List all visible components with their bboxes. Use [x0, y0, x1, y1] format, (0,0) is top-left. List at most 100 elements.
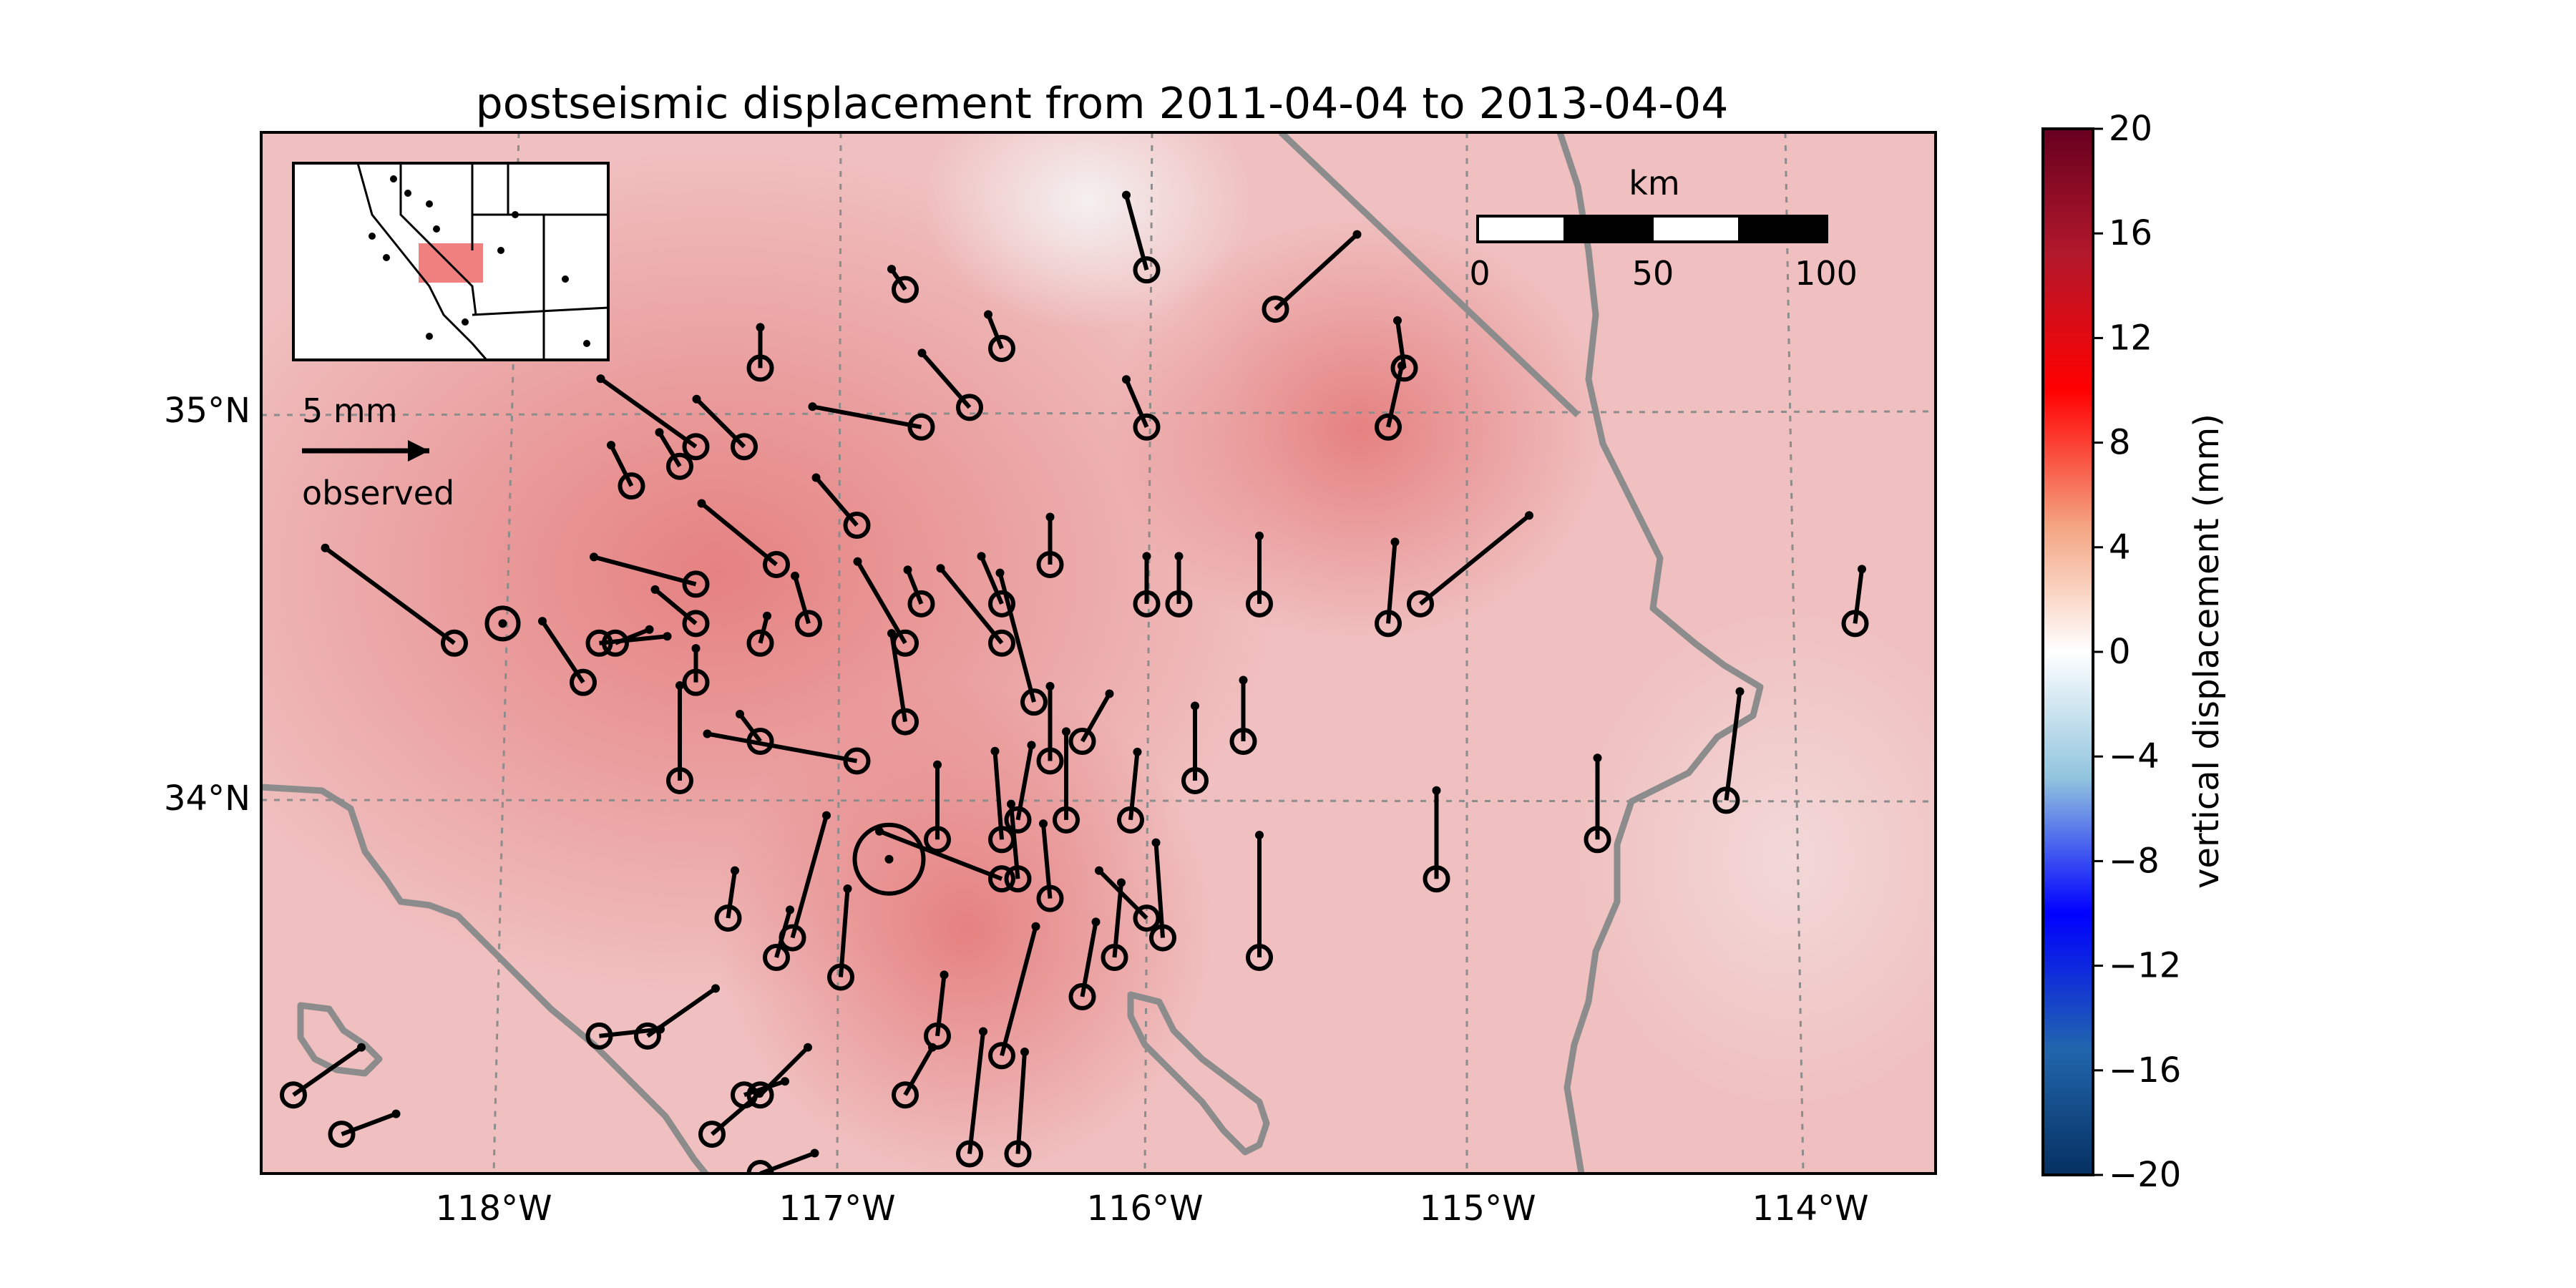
- uncertainty-ellipse: [1133, 413, 1161, 441]
- legend-value-label: 5 mm: [302, 391, 398, 430]
- station-vector-34: [995, 568, 1048, 716]
- station-vector-54: [1036, 819, 1064, 912]
- vector-tail-dot: [810, 1148, 819, 1158]
- uncertainty-ellipse: [956, 394, 983, 421]
- vector-tail-dot: [884, 854, 894, 864]
- station-vector-63: [714, 866, 742, 932]
- colorbar-label: vertical displacement (mm): [2187, 414, 2227, 889]
- vector-tail-dot: [1255, 831, 1264, 840]
- uncertainty-ellipse: [988, 629, 1015, 657]
- uncertainty-ellipse: [1117, 806, 1144, 834]
- vector-tail-dot: [590, 552, 598, 562]
- station-vector-13: [746, 611, 774, 657]
- vector-tail-dot: [1239, 675, 1248, 685]
- lon-tick: 114°W: [1752, 1189, 1868, 1229]
- vector-tail-dot: [1393, 316, 1402, 325]
- station-vector-7: [596, 374, 710, 461]
- vector-tail-dot: [1045, 681, 1055, 691]
- vector-shaft: [593, 555, 697, 587]
- map-title: postseismic displacement from 2011-04-04…: [476, 79, 1729, 129]
- station-vector-6: [655, 428, 693, 480]
- vector-tail-dot: [1735, 687, 1745, 696]
- station-vector-55: [1095, 866, 1161, 932]
- lon-tick: 118°W: [435, 1189, 552, 1229]
- vector-shaft: [758, 615, 769, 644]
- colorbar-tick-label: −12: [2109, 946, 2181, 986]
- station-vector-10: [590, 552, 710, 598]
- uncertainty-ellipse: [988, 865, 1015, 893]
- colorbar-tick-label: −20: [2109, 1155, 2181, 1195]
- vector-shaft: [839, 888, 850, 977]
- station-vector-57: [1149, 838, 1176, 952]
- vector-tail-dot: [977, 552, 986, 561]
- station-vector-50: [1117, 747, 1144, 834]
- uncertainty-ellipse: [1068, 728, 1096, 756]
- station-vector-20: [666, 680, 693, 794]
- vector-shaft: [992, 751, 1004, 840]
- uncertainty-ellipse: [570, 668, 597, 696]
- vector-tail-dot: [853, 557, 862, 566]
- latitude-ticks: 35°N 34°N: [164, 391, 250, 819]
- uncertainty-ellipse: [731, 1081, 758, 1109]
- uncertainty-ellipse: [634, 1022, 661, 1050]
- uncertainty-ellipse: [956, 1140, 983, 1168]
- station-vector-27: [1122, 190, 1161, 284]
- vector-shaft: [1000, 926, 1038, 1057]
- colorbar-tick-label: −8: [2109, 841, 2160, 881]
- uncertainty-ellipse: [714, 904, 742, 932]
- uncertainty-ellipse: [280, 1081, 307, 1109]
- vector-tail-dot: [1027, 741, 1036, 750]
- station-vector-67: [924, 970, 951, 1050]
- station-vector-3: [585, 629, 672, 657]
- uncertainty-ellipse: [682, 610, 710, 638]
- vector-shaft: [889, 633, 907, 723]
- station-vector-16: [811, 473, 871, 540]
- uncertainty-ellipse: [1004, 865, 1032, 893]
- station-vector-71: [892, 1043, 937, 1109]
- station-vector-60: [1423, 786, 1450, 893]
- uncertainty-ellipse: [1407, 590, 1434, 618]
- station-vector-58: [1068, 917, 1101, 1010]
- vector-tail-dot: [763, 611, 771, 620]
- station-vector-1: [484, 605, 521, 642]
- station-vector-53: [1004, 799, 1032, 893]
- uncertainty-ellipse: [746, 1160, 774, 1174]
- vector-tail-dot: [1095, 866, 1103, 875]
- salton-sea: [1127, 991, 1270, 1156]
- vector-shaft: [323, 546, 456, 645]
- uncertainty-ellipse: [746, 354, 774, 382]
- uncertainty-ellipse: [1181, 766, 1209, 794]
- station-vector-22: [703, 729, 871, 775]
- vector-tail-dot: [995, 568, 1005, 577]
- vector-tail-dot: [1525, 511, 1533, 520]
- station-vector-25: [984, 310, 1015, 362]
- vector-shaft: [1419, 514, 1531, 606]
- station-vector-45: [1229, 675, 1257, 756]
- vector-tail-dot: [1062, 727, 1070, 736]
- vector-tail-dot: [903, 565, 912, 575]
- station-vector-42: [1036, 681, 1064, 775]
- graticule: [261, 132, 1936, 1174]
- vector-shaft: [903, 1046, 935, 1096]
- vector-tail-dot: [1091, 917, 1101, 927]
- vector-tail-dot: [940, 970, 949, 980]
- uncertainty-ellipse: [1036, 884, 1064, 912]
- vector-tail-dot: [781, 1077, 789, 1086]
- vector-tail-dot: [691, 644, 701, 653]
- station-vector-41: [1841, 565, 1869, 638]
- uncertainty-ellipse: [1246, 590, 1273, 618]
- vector-tail-dot: [1174, 552, 1184, 561]
- vector-tail-dot: [655, 428, 664, 437]
- station-vector-61: [1584, 753, 1611, 854]
- vector-tail-dot: [1390, 537, 1400, 547]
- vector-tail-dot: [1122, 375, 1131, 384]
- vector-tail-dot: [357, 1043, 366, 1052]
- vector-tail-dot: [1255, 531, 1264, 540]
- uncertainty-ellipse: [1149, 924, 1176, 952]
- uncertainty-ellipse: [1004, 806, 1032, 834]
- station-vector-32: [936, 564, 1015, 657]
- low-zone: [923, 132, 1252, 329]
- scale-bar: km 0 50 100: [1469, 164, 1858, 293]
- lon-tick: 116°W: [1086, 1189, 1203, 1229]
- vector-shaft: [1274, 233, 1359, 311]
